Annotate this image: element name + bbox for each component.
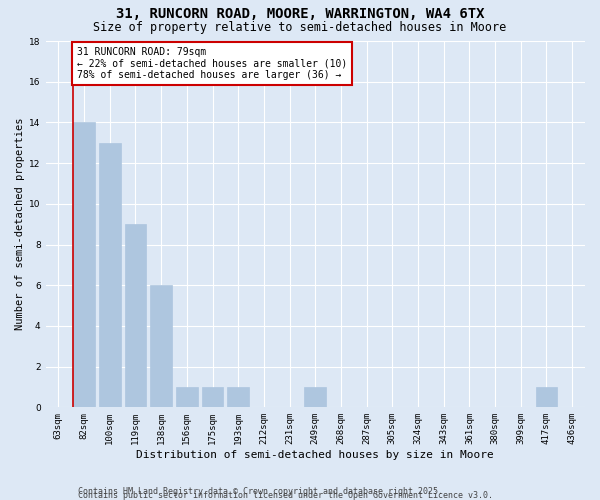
Bar [125,224,146,408]
Bar [99,143,121,407]
Bar [304,387,326,407]
Bar [536,387,557,407]
Text: Contains public sector information licensed under the Open Government Licence v3: Contains public sector information licen… [78,491,493,500]
Bar [227,387,249,407]
Y-axis label: Number of semi-detached properties: Number of semi-detached properties [15,118,25,330]
X-axis label: Distribution of semi-detached houses by size in Moore: Distribution of semi-detached houses by … [136,450,494,460]
Text: Size of property relative to semi-detached houses in Moore: Size of property relative to semi-detach… [94,21,506,34]
Text: Contains HM Land Registry data © Crown copyright and database right 2025.: Contains HM Land Registry data © Crown c… [78,487,443,496]
Text: 31, RUNCORN ROAD, MOORE, WARRINGTON, WA4 6TX: 31, RUNCORN ROAD, MOORE, WARRINGTON, WA4… [116,8,484,22]
Bar [176,387,198,407]
Bar [202,387,223,407]
Bar [150,285,172,408]
Bar [73,122,95,408]
Text: 31 RUNCORN ROAD: 79sqm
← 22% of semi-detached houses are smaller (10)
78% of sem: 31 RUNCORN ROAD: 79sqm ← 22% of semi-det… [77,47,347,80]
